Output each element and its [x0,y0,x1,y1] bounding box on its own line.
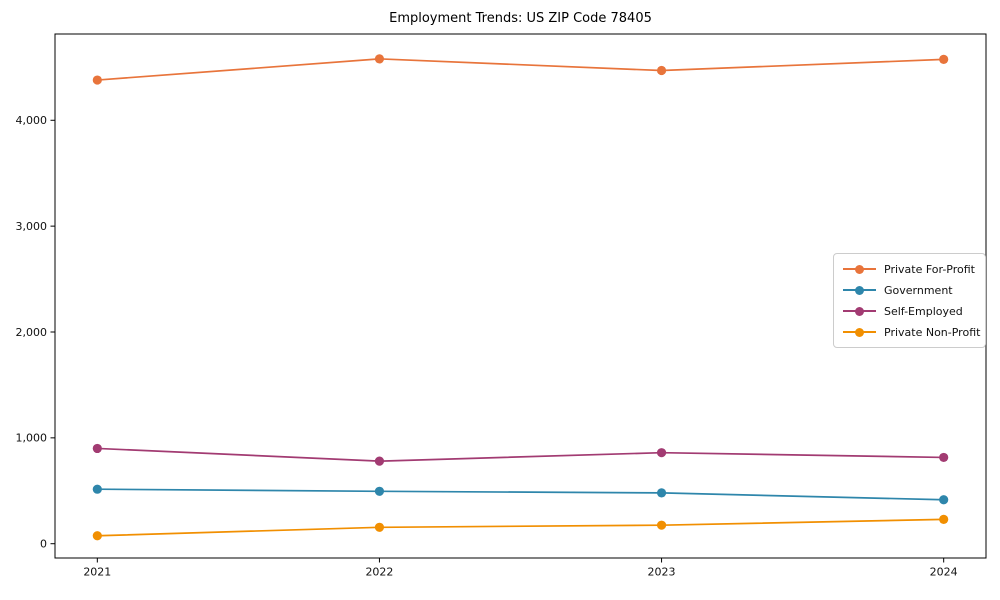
y-tick-label: 4,000 [16,114,48,127]
data-point-self-employed-2022 [374,456,385,466]
series-line-private-for-profit [97,58,944,81]
data-point-private-for-profit-2021 [92,75,102,85]
data-point-government-2023 [656,488,667,498]
x-tick-label: 2022 [365,566,393,579]
y-tick-label: 0 [40,538,47,551]
y-tick-label: 2,000 [16,326,48,339]
x-tick-label: 2024 [930,566,958,579]
data-point-private-for-profit-2023 [656,65,667,76]
series-line-private-non-profit [97,518,944,537]
x-tick-label: 2021 [83,566,111,579]
data-point-self-employed-2021 [92,443,102,454]
legend-line-marker-icon [843,264,876,275]
y-tick-label: 1,000 [16,432,48,445]
legend-item: Government [843,281,976,299]
data-point-government-2021 [92,484,102,494]
legend-line-marker-icon [843,327,876,338]
legend-label: Self-Employed [884,304,963,318]
legend-label: Private Non-Profit [884,325,981,339]
data-point-self-employed-2023 [656,448,667,458]
data-point-private-for-profit-2024 [939,54,949,65]
legend: Private For-Profit Government Self-Emplo… [833,253,986,348]
legend-item: Self-Employed [843,302,976,320]
legend-dot [855,285,864,295]
data-point-government-2022 [374,486,385,496]
legend-label: Private For-Profit [884,262,975,276]
plot-border [54,33,987,559]
legend-dot [855,264,864,274]
chart-title: Employment Trends: US ZIP Code 78405 [389,11,652,26]
data-point-self-employed-2024 [939,452,949,463]
legend-line-marker-icon [843,306,876,317]
legend-item: Private Non-Profit [843,323,980,341]
series-line-self-employed [97,447,944,462]
data-point-private-non-profit-2021 [92,531,102,541]
legend-dot [855,327,864,337]
legend-line-marker-icon [843,285,876,296]
legend-dot [855,306,864,316]
y-tick-label: 3,000 [16,220,48,233]
data-point-private-for-profit-2022 [374,54,385,64]
legend-item: Private For-Profit [843,260,976,278]
series-line-government [97,488,944,501]
x-tick-label: 2023 [648,566,676,579]
legend-label: Government [884,283,953,297]
data-point-government-2024 [939,495,949,505]
data-point-private-non-profit-2022 [374,522,385,532]
data-point-private-non-profit-2024 [939,514,949,524]
data-point-private-non-profit-2023 [656,520,667,530]
